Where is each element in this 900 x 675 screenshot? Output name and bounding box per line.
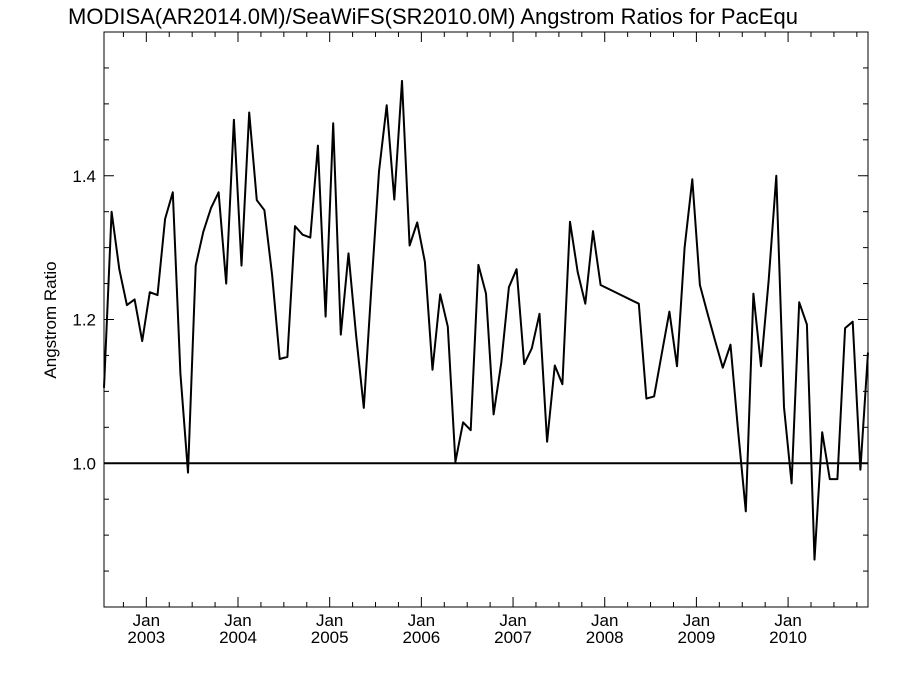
x-tick-year-label: 2005 [311,628,349,647]
x-tick-month-label: Jan [591,611,618,630]
y-tick-label: 1.2 [72,311,96,330]
x-tick-month-label: Jan [316,611,343,630]
chart-title: MODISA(AR2014.0M)/SeaWiFS(SR2010.0M) Ang… [68,4,798,29]
x-tick-year-label: 2010 [769,628,807,647]
x-tick-month-label: Jan [499,611,526,630]
series-line [103,79,869,561]
x-tick-month-label: Jan [224,611,251,630]
x-tick-year-label: 2009 [677,628,715,647]
x-tick-month-label: Jan [683,611,710,630]
y-axis-label: Angstrom Ratio [41,261,60,378]
y-tick-labels: 1.0 1.2 1.4 [72,167,96,474]
y-tick-label: 1.4 [72,167,96,186]
x-tick-month-label: Jan [133,611,160,630]
x-tick-year-label: 2006 [402,628,440,647]
x-tick-labels: Jan2003Jan2004Jan2005Jan2006Jan2007Jan20… [127,611,807,647]
x-tick-year-label: 2008 [586,628,624,647]
x-tick-month-label: Jan [408,611,435,630]
x-tick-year-label: 2007 [494,628,532,647]
x-tick-year-label: 2004 [219,628,257,647]
y-tick-label: 1.0 [72,454,96,473]
x-tick-month-label: Jan [774,611,801,630]
x-tick-year-label: 2003 [127,628,165,647]
